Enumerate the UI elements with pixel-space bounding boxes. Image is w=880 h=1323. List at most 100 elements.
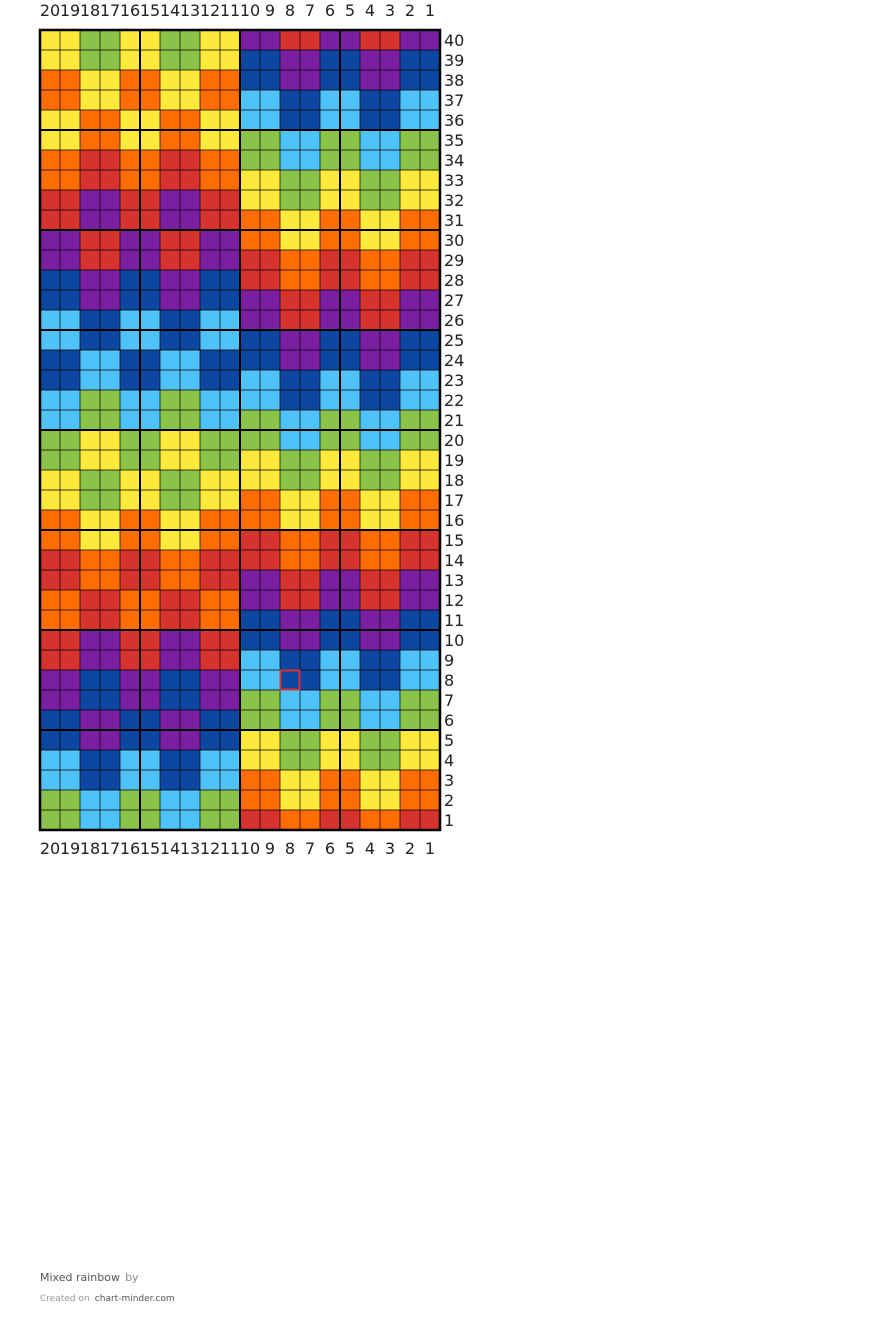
chart-cell-r17-c17	[100, 490, 120, 510]
chart-cell-r39-c9	[260, 50, 280, 70]
chart-cell-r40-c13	[180, 30, 200, 50]
chart-cell-r12-c2	[400, 590, 420, 610]
chart-cell-r16-c19	[60, 510, 80, 530]
chart-cell-r10-c13	[180, 630, 200, 650]
chart-cell-r8-c4	[360, 670, 380, 690]
chart-cell-r21-c4	[360, 410, 380, 430]
row-number: 21	[444, 411, 464, 430]
column-number-top: 19	[60, 1, 80, 20]
chart-cell-r4-c16	[120, 750, 140, 770]
chart-cell-r19-c8	[280, 450, 300, 470]
chart-cell-r8-c5	[340, 670, 360, 690]
chart-cell-r14-c15	[140, 550, 160, 570]
chart-cell-r13-c10	[240, 570, 260, 590]
chart-cell-r12-c1	[420, 590, 440, 610]
chart-cell-r14-c8	[280, 550, 300, 570]
chart-cell-r19-c7	[300, 450, 320, 470]
chart-cell-r36-c14	[160, 110, 180, 130]
chart-cell-r30-c16	[120, 230, 140, 250]
chart-cell-r5-c14	[160, 730, 180, 750]
column-number-top: 9	[265, 1, 275, 20]
chart-cell-r5-c12	[200, 730, 220, 750]
chart-cell-r39-c19	[60, 50, 80, 70]
chart-cell-r27-c15	[140, 290, 160, 310]
chart-cell-r16-c6	[320, 510, 340, 530]
row-number: 23	[444, 371, 464, 390]
chart-cell-r18-c20	[40, 470, 60, 490]
chart-cell-r17-c11	[220, 490, 240, 510]
chart-cell-r40-c18	[80, 30, 100, 50]
site-link[interactable]: chart-minder.com	[94, 1294, 175, 1304]
chart-cell-r12-c6	[320, 590, 340, 610]
chart-cell-r21-c14	[160, 410, 180, 430]
column-number-top: 15	[140, 1, 160, 20]
chart-cell-r9-c18	[80, 650, 100, 670]
chart-cell-r38-c7	[300, 70, 320, 90]
chart-cell-r35-c10	[240, 130, 260, 150]
chart-cell-r34-c3	[380, 150, 400, 170]
chart-cell-r18-c5	[340, 470, 360, 490]
chart-cell-r16-c12	[200, 510, 220, 530]
chart-cell-r8-c20	[40, 670, 60, 690]
chart-cell-r3-c4	[360, 770, 380, 790]
chart-cell-r25-c3	[380, 330, 400, 350]
chart-cell-r24-c8	[280, 350, 300, 370]
chart-cell-r5-c8	[280, 730, 300, 750]
chart-cell-r33-c18	[80, 170, 100, 190]
chart-cell-r39-c17	[100, 50, 120, 70]
chart-cell-r16-c10	[240, 510, 260, 530]
chart-cell-r4-c11	[220, 750, 240, 770]
chart-cell-r16-c8	[280, 510, 300, 530]
chart-cell-r23-c7	[300, 370, 320, 390]
chart-cell-r2-c12	[200, 790, 220, 810]
column-number-bottom: 6	[325, 839, 335, 858]
chart-cell-r23-c5	[340, 370, 360, 390]
chart-cell-r18-c3	[380, 470, 400, 490]
chart-cell-r7-c17	[100, 690, 120, 710]
row-number: 32	[444, 191, 464, 210]
chart-cell-r30-c20	[40, 230, 60, 250]
chart-cell-r36-c1	[420, 110, 440, 130]
chart-title[interactable]: Mixed rainbow	[40, 1271, 120, 1284]
chart-cell-r12-c15	[140, 590, 160, 610]
chart-cell-r17-c3	[380, 490, 400, 510]
chart-cell-r24-c20	[40, 350, 60, 370]
chart-cell-r18-c13	[180, 470, 200, 490]
chart-cell-r1-c9	[260, 810, 280, 830]
chart-cell-r37-c4	[360, 90, 380, 110]
chart-cell-r11-c3	[380, 610, 400, 630]
chart-cell-r39-c4	[360, 50, 380, 70]
chart-cell-r17-c8	[280, 490, 300, 510]
chart-cell-r33-c13	[180, 170, 200, 190]
chart-cell-r27-c4	[360, 290, 380, 310]
column-number-bottom: 11	[220, 839, 240, 858]
chart-cell-r28-c18	[80, 270, 100, 290]
chart-cell-r19-c1	[420, 450, 440, 470]
chart-cell-r31-c2	[400, 210, 420, 230]
chart-cell-r28-c16	[120, 270, 140, 290]
chart-cell-r14-c12	[200, 550, 220, 570]
chart-cell-r20-c4	[360, 430, 380, 450]
chart-cell-r37-c17	[100, 90, 120, 110]
chart-cell-r8-c18	[80, 670, 100, 690]
chart-cell-r29-c9	[260, 250, 280, 270]
chart-cell-r4-c6	[320, 750, 340, 770]
chart-cell-r4-c14	[160, 750, 180, 770]
chart-cell-r25-c7	[300, 330, 320, 350]
row-number: 16	[444, 511, 464, 530]
chart-cell-r18-c17	[100, 470, 120, 490]
chart-cell-r26-c3	[380, 310, 400, 330]
chart-cell-r1-c2	[400, 810, 420, 830]
row-number: 1	[444, 811, 454, 830]
chart-cell-r27-c14	[160, 290, 180, 310]
row-number: 19	[444, 451, 464, 470]
row-number: 5	[444, 731, 454, 750]
column-number-top: 6	[325, 1, 335, 20]
chart-cell-r34-c12	[200, 150, 220, 170]
chart-cell-r27-c6	[320, 290, 340, 310]
chart-cell-r28-c20	[40, 270, 60, 290]
chart-cell-r3-c8	[280, 770, 300, 790]
chart-cell-r27-c5	[340, 290, 360, 310]
chart-cell-r18-c9	[260, 470, 280, 490]
chart-cell-r24-c16	[120, 350, 140, 370]
